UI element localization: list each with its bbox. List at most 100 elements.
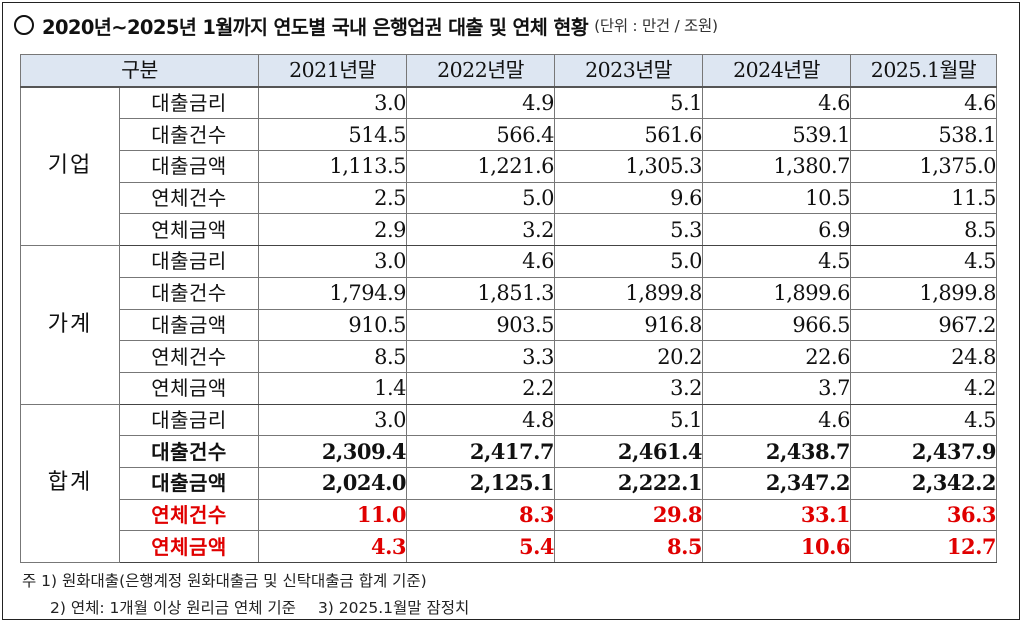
table-cell: 10.5 xyxy=(702,181,852,215)
table-cell: 910.5 xyxy=(258,308,408,342)
header-year: 2024년말 xyxy=(702,53,852,88)
table-cell: 8.5 xyxy=(554,530,704,563)
table-row: 연체건수 8.5 3.3 20.2 22.6 24.8 xyxy=(21,340,998,373)
header-category: 구분 xyxy=(19,53,260,88)
table-body: 기업 대출금리 3.0 4.9 5.1 4.6 4.6 대출건수 514.5 566.4 561.6… xyxy=(20,86,998,564)
table-cell: 11.0 xyxy=(258,498,408,532)
table-cell: 1,794.9 xyxy=(258,276,408,310)
row-item-label: 대출금리 xyxy=(118,403,260,437)
row-item-label: 연체금액 xyxy=(118,213,260,247)
table-cell: 2.9 xyxy=(258,213,408,247)
row-item-label: 대출건수 xyxy=(118,118,260,152)
table-cell: 4.3 xyxy=(258,530,408,563)
table-cell: 2,417.7 xyxy=(406,435,556,468)
table-cell: 8.3 xyxy=(406,498,556,532)
header-year: 2022년말 xyxy=(406,53,556,88)
row-item-label: 연체건수 xyxy=(118,181,260,215)
table-row: 대출금액 1,113.5 1,221.6 1,305.3 1,380.7 1,375.0 xyxy=(21,150,998,183)
table-cell: 24.8 xyxy=(850,340,998,373)
table-cell: 1,380.7 xyxy=(702,150,852,183)
table-cell: 10.6 xyxy=(702,530,852,563)
table-row: 연체건수 11.0 8.3 29.8 33.1 36.3 xyxy=(21,498,998,532)
table-row: 대출건수 2,309.4 2,417.7 2,461.4 2,438.7 2,437.9 xyxy=(21,435,998,468)
table-cell: 1.4 xyxy=(258,371,408,405)
table-cell: 1,221.6 xyxy=(406,150,556,183)
table-cell: 966.5 xyxy=(702,308,852,342)
table-cell: 566.4 xyxy=(406,118,556,152)
table-cell: 2,438.7 xyxy=(702,435,852,468)
table-cell: 5.3 xyxy=(554,213,704,247)
table-row: 대출건수 1,794.9 1,851.3 1,899.8 1,899.6 1,899.8 xyxy=(21,276,998,310)
table-cell: 4.6 xyxy=(702,86,852,120)
footnote-line-2: 2) 연체: 1개월 이상 원리금 연체 기준 3) 2025.1월말 잠정치 xyxy=(22,595,469,622)
table-cell: 2,437.9 xyxy=(850,435,998,468)
circle-bullet-icon xyxy=(14,15,34,35)
table-cell: 1,899.8 xyxy=(554,276,704,310)
table-cell: 1,305.3 xyxy=(554,150,704,183)
table-cell: 5.1 xyxy=(554,403,704,437)
table-cell: 3.3 xyxy=(406,340,556,373)
table-cell: 29.8 xyxy=(554,498,704,532)
table-cell: 514.5 xyxy=(258,118,408,152)
table-cell: 3.0 xyxy=(258,245,408,278)
row-item-label: 연체건수 xyxy=(118,340,260,373)
table-cell: 2.5 xyxy=(258,181,408,215)
table-cell: 11.5 xyxy=(850,181,998,215)
table-cell: 22.6 xyxy=(702,340,852,373)
header-row: 구분 2021년말 2022년말 2023년말 2024년말 2025.1월말 xyxy=(19,53,998,88)
table-cell: 2,125.1 xyxy=(406,466,556,500)
footnotes: 주 1) 원화대출(은행계정 원화대출금 및 신탁대출금 합계 기준) 2) 연… xyxy=(22,568,469,622)
title-main: 2020년~2025년 1월까지 연도별 국내 은행업권 대출 및 연체 현황 xyxy=(42,15,589,39)
table-cell: 1,899.6 xyxy=(702,276,852,310)
table-cell: 3.7 xyxy=(702,371,852,405)
table-cell: 4.6 xyxy=(406,245,556,278)
row-item-label: 대출금리 xyxy=(118,86,260,120)
document-title: 2020년~2025년 1월까지 연도별 국내 은행업권 대출 및 연체 현황 … xyxy=(14,7,718,43)
table-row: 대출건수 514.5 566.4 561.6 539.1 538.1 xyxy=(21,118,998,152)
table-cell: 5.0 xyxy=(554,245,704,278)
table-cell: 4.5 xyxy=(850,403,998,437)
table-cell: 903.5 xyxy=(406,308,556,342)
row-item-label: 연체금액 xyxy=(118,530,260,563)
table-cell: 2,342.2 xyxy=(850,466,998,500)
table-cell: 1,899.8 xyxy=(850,276,998,310)
table-cell: 561.6 xyxy=(554,118,704,152)
table-row: 대출금액 2,024.0 2,125.1 2,222.1 2,347.2 2,342.2 xyxy=(21,466,998,500)
loan-delinquency-table: 구분 2021년말 2022년말 2023년말 2024년말 2025.1월말 … xyxy=(19,53,998,564)
table-row: 연체금액 2.9 3.2 5.3 6.9 8.5 xyxy=(21,213,998,247)
table-cell: 2.2 xyxy=(406,371,556,405)
table-cell: 1,375.0 xyxy=(850,150,998,183)
group-label: 가계 xyxy=(20,245,120,405)
table-cell: 4.5 xyxy=(850,245,998,278)
footnote-2: 2) 연체: 1개월 이상 원리금 연체 기준 xyxy=(50,599,296,617)
table-row: 연체금액 4.3 5.4 8.5 10.6 12.7 xyxy=(21,530,998,563)
table-cell: 20.2 xyxy=(554,340,704,373)
table-cell: 539.1 xyxy=(702,118,852,152)
table-row: 대출금액 910.5 903.5 916.8 966.5 967.2 xyxy=(21,308,998,342)
row-item-label: 대출금리 xyxy=(118,245,260,278)
table-cell: 4.8 xyxy=(406,403,556,437)
row-item-label: 대출금액 xyxy=(118,466,260,500)
row-item-label: 대출금액 xyxy=(118,150,260,183)
table-row: 합계 대출금리 3.0 4.8 5.1 4.6 4.5 xyxy=(20,403,998,564)
table-row: 연체금액 1.4 2.2 3.2 3.7 4.2 xyxy=(21,371,998,405)
row-item-label: 대출금액 xyxy=(118,308,260,342)
header-year: 2025.1월말 xyxy=(850,53,998,88)
table-cell: 4.6 xyxy=(702,403,852,437)
table-cell: 4.2 xyxy=(850,371,998,405)
table-cell: 5.0 xyxy=(406,181,556,215)
row-item-label: 대출건수 xyxy=(118,435,260,468)
table-row: 연체건수 2.5 5.0 9.6 10.5 11.5 xyxy=(21,181,998,215)
table-cell: 4.9 xyxy=(406,86,556,120)
table-cell: 33.1 xyxy=(702,498,852,532)
table-row: 기업 대출금리 3.0 4.9 5.1 4.6 4.6 xyxy=(20,86,998,247)
title-unit: (단위 : 만건 / 조원) xyxy=(594,17,718,35)
header-year: 2023년말 xyxy=(554,53,704,88)
table-cell: 8.5 xyxy=(850,213,998,247)
table-cell: 538.1 xyxy=(850,118,998,152)
table-cell: 2,222.1 xyxy=(554,466,704,500)
row-item-label: 연체건수 xyxy=(118,498,260,532)
table-cell: 8.5 xyxy=(258,340,408,373)
table-cell: 967.2 xyxy=(850,308,998,342)
